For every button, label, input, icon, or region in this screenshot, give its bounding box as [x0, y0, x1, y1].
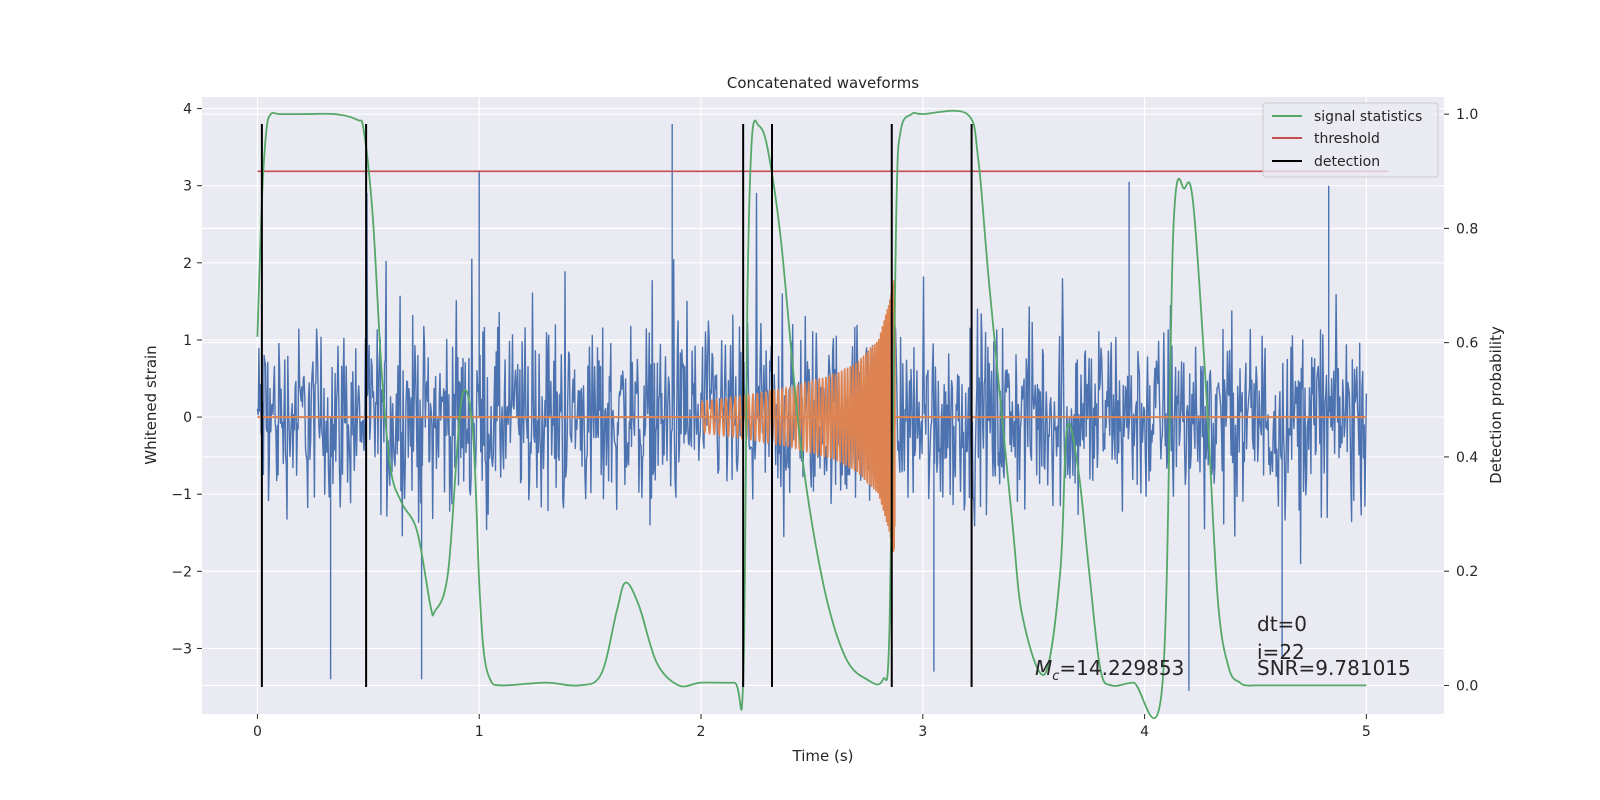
y-left-tick-label: 3 [183, 179, 192, 195]
y-right-tick-label: 0.0 [1456, 678, 1478, 694]
x-tick-label: 5 [1362, 724, 1371, 740]
legend-label-detection: detection [1314, 154, 1380, 170]
legend: signal statistics threshold detection [1262, 102, 1439, 178]
y-left-tick-label: 2 [183, 256, 192, 272]
y-left-tick-label: 4 [183, 102, 192, 118]
y-right-tick-label: 0.8 [1456, 221, 1478, 237]
index-annotation: i=22 [1257, 640, 1305, 664]
y-right-tick-label: 0.6 [1456, 336, 1478, 352]
detection-lines [260, 123, 973, 688]
chirp-line [700, 280, 896, 552]
injected-chirp-series [257, 280, 1367, 552]
y-left-tick-label: 1 [183, 333, 192, 349]
x-tick-label: 3 [918, 724, 927, 740]
x-tick-label: 4 [1140, 724, 1149, 740]
y-left-tick-label: −3 [171, 641, 192, 657]
y-axis-right-label: Detection probability [1487, 326, 1505, 484]
snr-annotation: SNR=9.781015 [1257, 656, 1411, 680]
chirp-mass-value: =14.229853 [1059, 656, 1184, 680]
x-axis-label: Time (s) [792, 747, 854, 765]
x-tick-label: 0 [253, 724, 262, 740]
chirp-mass-symbol: M [1035, 656, 1052, 680]
annotations: Mc=14.229853 dt=0 i=22 SNR=9.781015 [1035, 612, 1411, 684]
legend-label-signal-statistics: signal statistics [1314, 109, 1422, 125]
signal-statistics-line [256, 109, 1367, 720]
y-left-tick-label: −2 [171, 564, 192, 580]
chirp-mass-subscript: c [1052, 669, 1059, 684]
chirp-mass-annotation: Mc=14.229853 [1035, 656, 1184, 684]
legend-box [1262, 102, 1439, 178]
chart-title: Concatenated waveforms [727, 74, 919, 92]
y-axis-left-label: Whitened strain [142, 345, 160, 464]
signal-statistics-series [256, 109, 1367, 720]
y-left-tick-label: −1 [171, 487, 192, 503]
y-right-tick-label: 1.0 [1456, 107, 1478, 123]
y-right-tick-label: 0.2 [1456, 564, 1478, 580]
legend-label-threshold: threshold [1314, 131, 1380, 147]
y-left-tick-label: 0 [183, 410, 192, 426]
x-tick-label: 2 [697, 724, 706, 740]
axis-ticks: 0 1 2 3 4 5 −3 −2 −1 0 1 2 3 4 0.0 0.2 0.4 0.6 0.8 1.0 [171, 102, 1478, 740]
dt-annotation: dt=0 [1257, 612, 1307, 636]
x-tick-label: 1 [475, 724, 484, 740]
y-right-tick-label: 0.4 [1456, 450, 1478, 466]
